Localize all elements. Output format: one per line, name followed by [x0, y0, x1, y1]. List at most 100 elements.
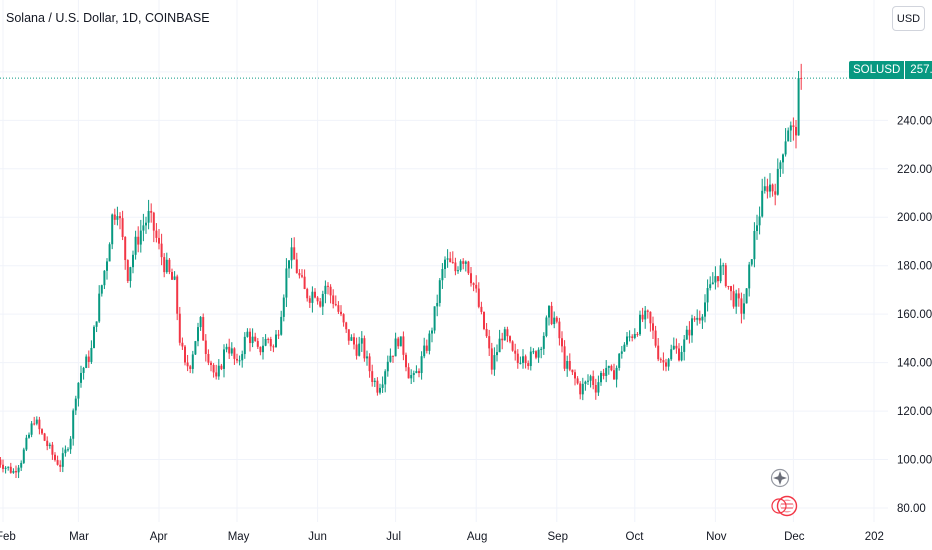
candle-body[interactable]: [285, 268, 288, 298]
candle-body[interactable]: [407, 367, 410, 379]
candle-body[interactable]: [9, 466, 12, 473]
candle-body[interactable]: [462, 261, 465, 264]
candle-body[interactable]: [475, 284, 478, 289]
candle-body[interactable]: [753, 230, 756, 260]
candle-body[interactable]: [119, 216, 121, 219]
candle-body[interactable]: [477, 288, 480, 307]
candle-body[interactable]: [7, 466, 10, 468]
candle-body[interactable]: [745, 288, 748, 304]
candle-body[interactable]: [433, 306, 436, 331]
candle-body[interactable]: [295, 259, 298, 274]
candle-body[interactable]: [441, 269, 444, 281]
candle-body[interactable]: [740, 298, 743, 314]
candle-body[interactable]: [654, 330, 657, 346]
candle-body[interactable]: [386, 361, 389, 372]
candle-body[interactable]: [165, 259, 168, 273]
candle-body[interactable]: [459, 261, 462, 271]
candle-body[interactable]: [368, 356, 371, 372]
candle-body[interactable]: [402, 336, 405, 355]
candle-body[interactable]: [134, 236, 137, 255]
candle-body[interactable]: [108, 244, 111, 262]
candle-body[interactable]: [732, 291, 735, 307]
candle-body[interactable]: [722, 265, 725, 267]
candle-body[interactable]: [17, 467, 20, 473]
candle-body[interactable]: [771, 184, 774, 192]
candle-body[interactable]: [233, 348, 236, 359]
candle-body[interactable]: [405, 354, 407, 368]
candle-body[interactable]: [327, 285, 329, 287]
candle-body[interactable]: [139, 230, 142, 245]
candle-body[interactable]: [649, 311, 652, 324]
candle-body[interactable]: [150, 210, 153, 213]
candle-body[interactable]: [186, 362, 189, 367]
candle-body[interactable]: [724, 265, 727, 286]
candle-body[interactable]: [212, 364, 215, 373]
candle-body[interactable]: [509, 336, 511, 342]
candle-body[interactable]: [457, 270, 459, 272]
candle-body[interactable]: [256, 341, 259, 347]
candle-body[interactable]: [334, 304, 337, 306]
candle-body[interactable]: [384, 371, 387, 385]
candle-body[interactable]: [503, 329, 506, 341]
candle-body[interactable]: [262, 345, 264, 353]
candle-body[interactable]: [537, 349, 540, 358]
candle-body[interactable]: [662, 360, 665, 363]
candle-body[interactable]: [438, 280, 441, 303]
candle-body[interactable]: [542, 335, 545, 349]
candle-body[interactable]: [587, 380, 589, 382]
candle-body[interactable]: [769, 184, 771, 192]
candle-body[interactable]: [0, 459, 2, 465]
candle-body[interactable]: [160, 243, 163, 258]
candle-body[interactable]: [74, 398, 77, 411]
candle-body[interactable]: [25, 437, 28, 450]
candle-body[interactable]: [249, 331, 251, 344]
candle-body[interactable]: [363, 338, 366, 359]
candle-body[interactable]: [493, 355, 496, 370]
candle-body[interactable]: [670, 349, 673, 360]
candle-body[interactable]: [553, 317, 556, 325]
candle-body[interactable]: [691, 318, 693, 336]
candle-body[interactable]: [758, 216, 761, 226]
candle-body[interactable]: [87, 356, 90, 362]
candle-body[interactable]: [251, 336, 254, 344]
candle-body[interactable]: [30, 423, 33, 435]
candle-body[interactable]: [418, 371, 420, 374]
candle-body[interactable]: [594, 384, 597, 393]
candle-body[interactable]: [680, 351, 683, 361]
candle-body[interactable]: [571, 369, 574, 373]
candle-body[interactable]: [20, 462, 23, 468]
candle-body[interactable]: [342, 314, 345, 323]
candle-body[interactable]: [743, 303, 745, 314]
candle-body[interactable]: [197, 327, 199, 342]
candle-body[interactable]: [358, 343, 361, 356]
candle-body[interactable]: [243, 336, 246, 355]
candle-body[interactable]: [288, 260, 290, 269]
candle-body[interactable]: [501, 338, 504, 341]
candle-body[interactable]: [124, 236, 127, 261]
candle-body[interactable]: [306, 289, 309, 299]
candle-body[interactable]: [550, 305, 553, 325]
candle-body[interactable]: [22, 449, 25, 463]
candle-body[interactable]: [633, 333, 636, 338]
candle-body[interactable]: [548, 305, 550, 318]
candle-body[interactable]: [626, 336, 628, 345]
candle-body[interactable]: [730, 286, 732, 292]
candle-body[interactable]: [719, 265, 722, 282]
candle-body[interactable]: [485, 328, 488, 337]
candle-body[interactable]: [399, 336, 402, 347]
candle-body[interactable]: [168, 259, 171, 272]
candle-body[interactable]: [142, 225, 145, 231]
candle-body[interactable]: [152, 212, 155, 231]
candle-body[interactable]: [696, 317, 699, 320]
candle-body[interactable]: [282, 297, 285, 317]
candle-body[interactable]: [800, 78, 803, 80]
candle-body[interactable]: [685, 329, 688, 340]
candle-body[interactable]: [46, 440, 49, 447]
candle-body[interactable]: [61, 453, 64, 467]
candle-body[interactable]: [675, 345, 678, 349]
candle-body[interactable]: [748, 264, 751, 289]
candle-body[interactable]: [381, 384, 384, 388]
candle-body[interactable]: [93, 326, 95, 348]
candle-body[interactable]: [85, 356, 88, 368]
